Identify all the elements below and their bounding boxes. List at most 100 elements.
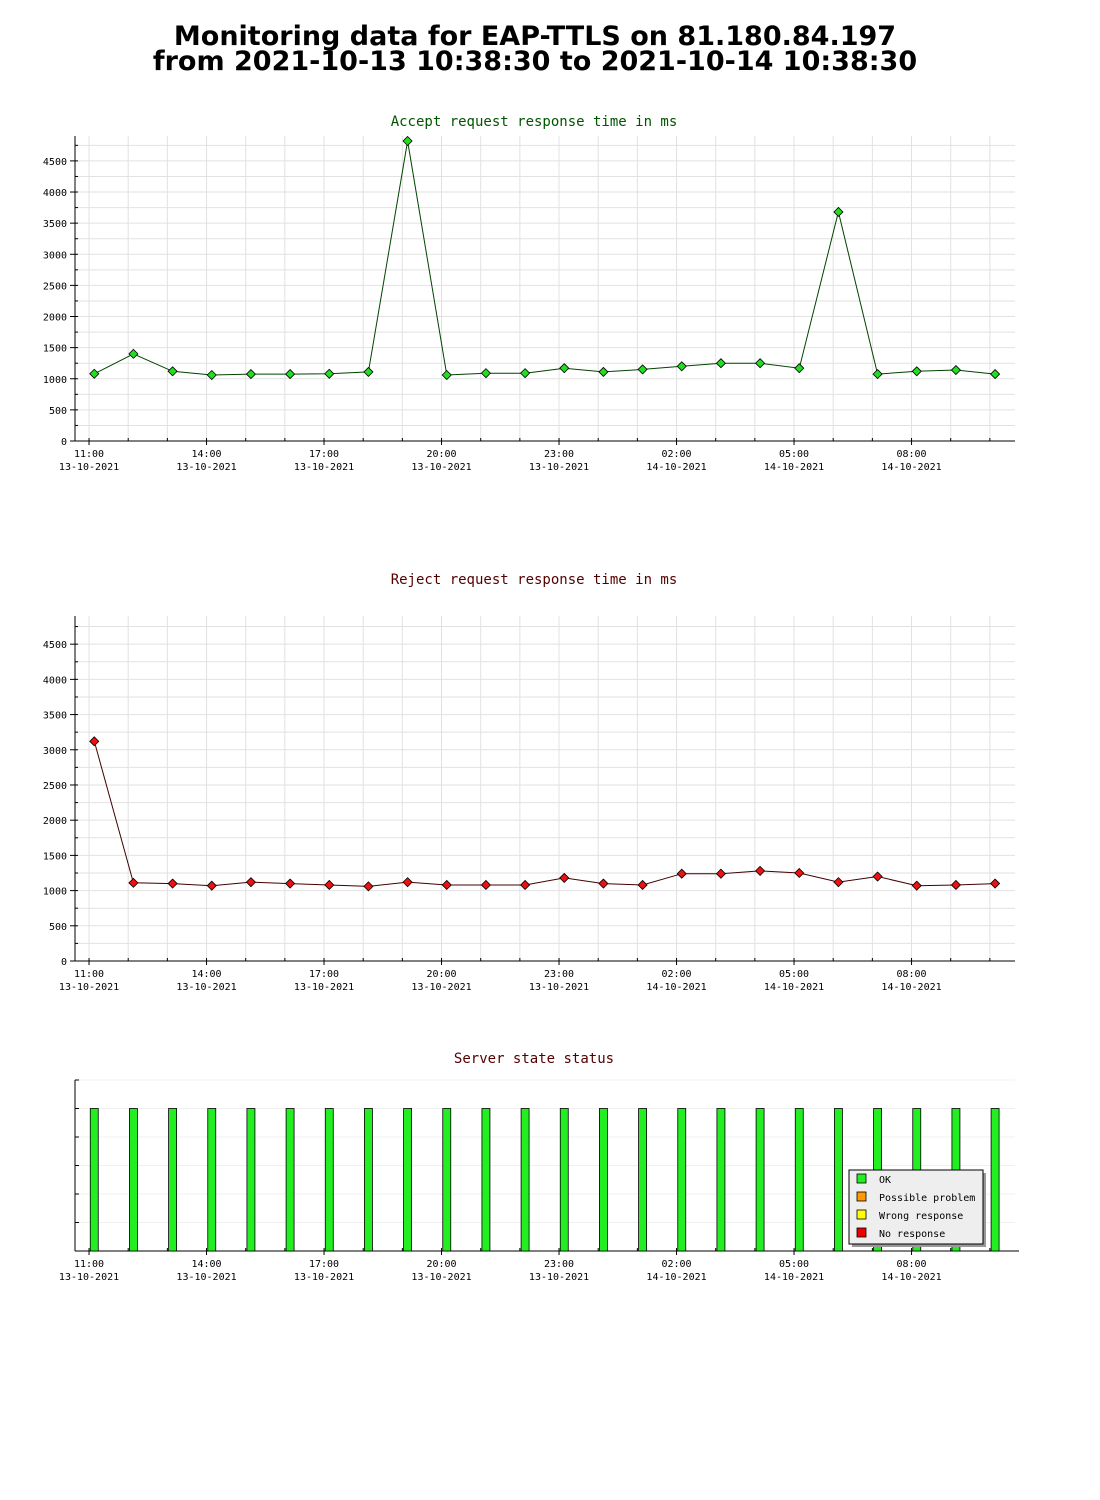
y-tick-label: 2000 [43,816,67,827]
data-point [285,369,296,380]
legend-swatch [856,1173,867,1184]
status-legend: OK Possible problem Wrong response No respo… [848,1169,986,1247]
chart-title: Reject request response time in ms [391,572,678,588]
data-point [402,135,413,147]
legend-label: Wrong response [879,1211,963,1222]
x-tick-label: 11:00 [74,969,104,980]
data-point [520,368,531,379]
data-point [480,368,491,379]
status-bar [638,1108,647,1252]
y-tick-label: 500 [49,406,67,417]
data-point [363,366,374,377]
y-tick-label: 0 [61,957,67,968]
x-tick-date: 13-10-2021 [529,982,589,993]
status-bar [794,1108,804,1252]
data-point [285,878,296,889]
x-tick-date: 13-10-2021 [176,462,236,473]
x-tick-date: 13-10-2021 [294,1272,354,1283]
x-tick-date: 14-10-2021 [764,982,824,993]
data-point [676,868,687,879]
x-tick-label: 05:00 [779,969,809,980]
status-bar [990,1108,1000,1252]
data-point [167,366,178,377]
x-tick-date: 14-10-2021 [764,1272,824,1283]
x-tick-label: 23:00 [544,969,574,980]
x-tick-date: 14-10-2021 [881,1272,941,1283]
chart-grid [75,616,1015,962]
y-tick-label: 1500 [43,851,67,862]
status-bar [442,1108,452,1252]
status-bar [834,1108,843,1252]
x-tick-label: 05:00 [779,1259,809,1270]
status-bar [207,1108,217,1252]
y-tick-label: 0 [61,437,67,448]
y-tick-label: 3000 [43,250,67,261]
x-tick-label: 02:00 [661,1259,691,1270]
y-axis-ticks: 0 500 1000 1500 2000 2500 3000 3500 4000 4500 [43,157,67,448]
data-point [637,364,648,375]
data-point [598,878,609,889]
x-tick-date: 13-10-2021 [411,462,471,473]
page-title-line2: from 2021-10-13 10:38:30 to 2021-10-14 1… [152,46,918,77]
status-bar [129,1108,138,1252]
x-tick-label: 17:00 [309,969,339,980]
y-tick-label: 3500 [43,711,67,722]
x-tick-date: 13-10-2021 [294,982,354,993]
x-tick-date: 13-10-2021 [529,462,589,473]
data-point [755,358,766,369]
legend-box [848,1169,984,1245]
x-tick-date: 13-10-2021 [176,1272,236,1283]
data-point [911,880,922,891]
x-tick-label: 17:00 [309,1259,339,1270]
data-point [89,368,100,379]
data-point [950,364,961,376]
status-bar [89,1108,99,1252]
legend-label: No response [879,1229,945,1240]
chart-axes [70,616,1015,965]
data-point [559,363,570,374]
y-tick-label: 1000 [43,375,67,386]
status-bar [168,1108,177,1252]
y-tick-label: 2000 [43,313,67,324]
y-tick-label: 4500 [43,640,67,651]
x-tick-label: 11:00 [74,1259,104,1270]
page-title-line1: Monitoring data for EAP-TTLS on 81.180.8… [173,21,897,52]
chart-grid [75,136,1015,442]
x-tick-label: 20:00 [426,969,456,980]
data-point [441,879,452,891]
y-tick-label: 2500 [43,781,67,792]
x-axis-ticks: 11:00 13-10-2021 14:00 13-10-2021 17:00 13-10… [59,449,942,473]
x-tick-date: 14-10-2021 [646,462,706,473]
x-tick-label: 05:00 [779,449,809,460]
x-tick-date: 13-10-2021 [411,1272,471,1283]
x-tick-label: 14:00 [191,969,221,980]
accept-series-markers [89,135,1001,381]
x-tick-date: 13-10-2021 [59,982,119,993]
x-tick-date: 13-10-2021 [411,982,471,993]
x-tick-date: 14-10-2021 [881,462,941,473]
x-tick-label: 17:00 [309,449,339,460]
data-point [441,369,452,381]
x-tick-label: 08:00 [896,1259,926,1270]
reject-series-markers [89,736,1001,892]
x-tick-date: 14-10-2021 [646,1272,706,1283]
y-axis-ticks: 0 500 1000 1500 2000 2500 3000 3500 4000 4500 [43,640,67,968]
status-bar [364,1108,373,1252]
x-tick-label: 02:00 [661,449,691,460]
x-tick-label: 23:00 [544,449,574,460]
status-bar [520,1108,530,1252]
x-tick-date: 13-10-2021 [59,462,119,473]
x-tick-label: 11:00 [74,449,104,460]
status-bar [403,1108,412,1252]
data-point [324,368,335,379]
data-point [128,877,139,888]
data-point [833,206,844,218]
data-point [324,879,335,891]
chart-axes [74,1079,1019,1255]
status-bar [246,1108,256,1252]
legend-swatch [856,1209,867,1220]
x-tick-label: 23:00 [544,1259,574,1270]
reject-series-line [93,741,996,887]
data-point [402,877,413,888]
data-point [128,348,139,359]
